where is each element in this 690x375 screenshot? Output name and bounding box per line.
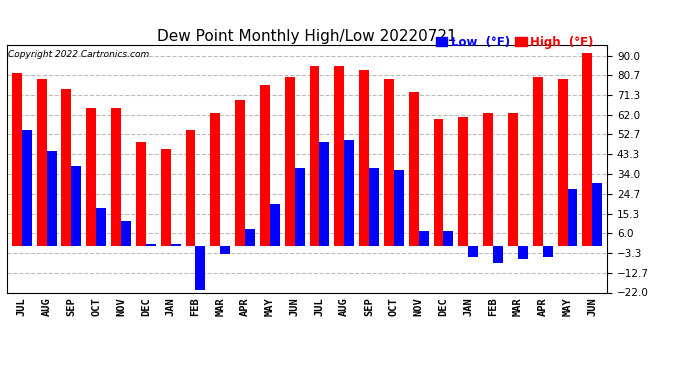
Bar (493, 246, 503, 263)
Bar (61, 89, 71, 246)
Bar (47, 151, 57, 246)
Bar (170, 244, 181, 246)
Bar (295, 168, 304, 246)
Bar (384, 79, 394, 246)
Bar (567, 189, 578, 246)
Text: Copyright 2022 Cartronics.com: Copyright 2022 Cartronics.com (8, 50, 149, 59)
Bar (270, 204, 279, 246)
Bar (369, 168, 379, 246)
Bar (408, 92, 419, 246)
Bar (582, 54, 592, 246)
Bar (86, 108, 96, 246)
Legend: Low  (°F), High  (°F): Low (°F), High (°F) (431, 31, 598, 54)
Bar (359, 70, 369, 246)
Bar (592, 183, 602, 246)
Bar (96, 208, 106, 246)
Bar (195, 246, 206, 290)
Bar (444, 231, 453, 246)
Bar (111, 108, 121, 246)
Bar (344, 140, 354, 246)
Bar (161, 148, 170, 246)
Bar (319, 142, 329, 246)
Bar (285, 77, 295, 246)
Bar (12, 72, 22, 246)
Bar (235, 100, 245, 246)
Bar (121, 220, 131, 246)
Bar (558, 79, 567, 246)
Bar (433, 119, 444, 246)
Bar (146, 244, 156, 246)
Bar (210, 113, 220, 246)
Bar (543, 246, 553, 256)
Bar (419, 231, 428, 246)
Bar (260, 85, 270, 246)
Bar (22, 130, 32, 246)
Bar (483, 113, 493, 246)
Bar (245, 229, 255, 246)
Bar (469, 246, 478, 256)
Bar (186, 130, 195, 246)
Bar (394, 170, 404, 246)
Bar (533, 77, 543, 246)
Bar (71, 166, 81, 246)
Bar (458, 117, 469, 246)
Bar (335, 66, 344, 246)
Bar (518, 246, 528, 259)
Bar (136, 142, 146, 246)
Bar (310, 66, 319, 246)
Bar (220, 246, 230, 254)
Title: Dew Point Monthly High/Low 20220721: Dew Point Monthly High/Low 20220721 (157, 29, 457, 44)
Bar (37, 79, 47, 246)
Bar (508, 113, 518, 246)
